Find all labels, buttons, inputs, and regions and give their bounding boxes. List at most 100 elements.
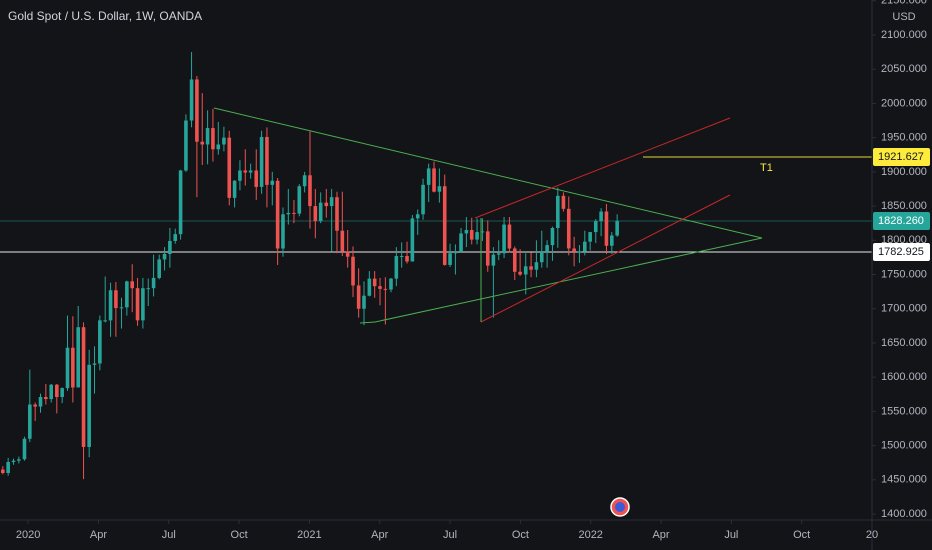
candle-body xyxy=(453,251,458,254)
target-label: T1 xyxy=(760,162,773,174)
candle-body xyxy=(566,208,571,249)
candle-body xyxy=(92,363,97,365)
candle-body xyxy=(55,384,59,398)
candle-body xyxy=(22,438,27,460)
candle-body xyxy=(119,307,124,309)
y-tick-label: 1700.000 xyxy=(881,303,927,315)
candle-body xyxy=(604,211,609,246)
candle-body xyxy=(302,175,307,187)
candle-body xyxy=(135,288,140,321)
trend-line xyxy=(359,321,376,324)
y-tick-label: 1850.000 xyxy=(881,200,927,212)
candle-body xyxy=(178,170,183,235)
y-tick-label: 1600.000 xyxy=(881,371,927,383)
candle-body xyxy=(405,256,409,262)
candle-body xyxy=(65,347,70,389)
candle-body xyxy=(329,197,334,207)
candle-body xyxy=(356,285,361,309)
candle-body xyxy=(415,214,420,219)
candle-body xyxy=(108,290,113,321)
candle-body xyxy=(593,221,598,233)
x-tick-label: Oct xyxy=(231,529,248,541)
candle-body xyxy=(222,137,226,145)
candle-body xyxy=(469,230,474,240)
y-tick-label: 1500.000 xyxy=(881,440,927,452)
candle-body xyxy=(130,281,135,289)
candle-body xyxy=(496,253,501,255)
drawings xyxy=(213,107,763,324)
flag-icon xyxy=(615,502,625,512)
candle-body xyxy=(599,211,603,222)
price-label: 1828.260 xyxy=(878,215,924,227)
trend-line xyxy=(213,107,763,239)
candle-body xyxy=(87,364,91,447)
candle-body xyxy=(507,224,512,249)
candle-body xyxy=(308,175,312,207)
candle-body xyxy=(550,227,555,246)
candle-body xyxy=(432,168,436,192)
candle-body xyxy=(464,230,469,234)
y-tick-label: 1750.000 xyxy=(881,268,927,280)
x-tick-label: Jul xyxy=(724,529,738,541)
y-tick-label: 1400.000 xyxy=(881,508,927,520)
candle-body xyxy=(248,170,253,173)
axes: 1400.000 1450.000 1500.000 1550.000 1600.000… xyxy=(16,0,930,541)
plot-area xyxy=(0,52,872,480)
channel-line xyxy=(480,194,731,323)
candle-body xyxy=(529,266,533,270)
candle-body xyxy=(265,136,269,185)
candle-body xyxy=(475,232,479,240)
candle-body xyxy=(442,186,447,265)
candle-body xyxy=(545,245,549,252)
candle-body xyxy=(577,251,582,253)
candle-body xyxy=(410,218,415,262)
price-label-box xyxy=(873,211,930,230)
candle-body xyxy=(98,320,102,364)
candle-body xyxy=(555,195,560,228)
candle-body xyxy=(345,251,350,257)
candle-body xyxy=(259,136,264,187)
candle-body xyxy=(275,180,280,249)
candle-body xyxy=(60,388,64,398)
candle-body xyxy=(254,170,259,187)
y-tick-label: 1650.000 xyxy=(881,337,927,349)
candle-body xyxy=(162,253,167,260)
candle-body xyxy=(28,404,32,439)
candle-body xyxy=(11,460,16,463)
candle-body xyxy=(81,327,86,447)
candle-body xyxy=(103,320,108,322)
x-tick-label: Apr xyxy=(371,529,388,541)
candle-body xyxy=(610,235,614,246)
candle-body xyxy=(17,459,21,461)
candle-body xyxy=(561,195,566,209)
candle-body xyxy=(351,256,355,286)
candle-body xyxy=(1,469,5,473)
candle-body xyxy=(389,278,393,290)
x-tick-label: Jul xyxy=(443,529,457,541)
price-label-box xyxy=(873,242,930,261)
candle-body xyxy=(200,141,205,145)
x-tick-label: 20 xyxy=(866,529,878,541)
x-tick-label: Apr xyxy=(90,529,107,541)
event-icon xyxy=(610,497,630,517)
y-tick-label: 2000.000 xyxy=(881,97,927,109)
candle-body xyxy=(125,281,129,308)
candle-body xyxy=(168,240,172,254)
candle-body xyxy=(367,278,372,296)
candle-body xyxy=(539,251,544,263)
candle-body xyxy=(286,212,291,215)
candle-body xyxy=(49,384,53,400)
candle-body xyxy=(243,170,248,173)
candle-body xyxy=(534,262,539,270)
candle-body xyxy=(44,397,48,400)
y-tick-label: 1550.000 xyxy=(881,405,927,417)
price-label-box xyxy=(873,148,930,167)
candle-body xyxy=(340,230,345,252)
candle-body xyxy=(313,206,318,222)
candle-body xyxy=(362,295,366,309)
x-tick-label: 2021 xyxy=(297,529,321,541)
candle-body xyxy=(518,271,522,275)
candle-body xyxy=(151,277,156,289)
candle-body xyxy=(378,286,382,289)
